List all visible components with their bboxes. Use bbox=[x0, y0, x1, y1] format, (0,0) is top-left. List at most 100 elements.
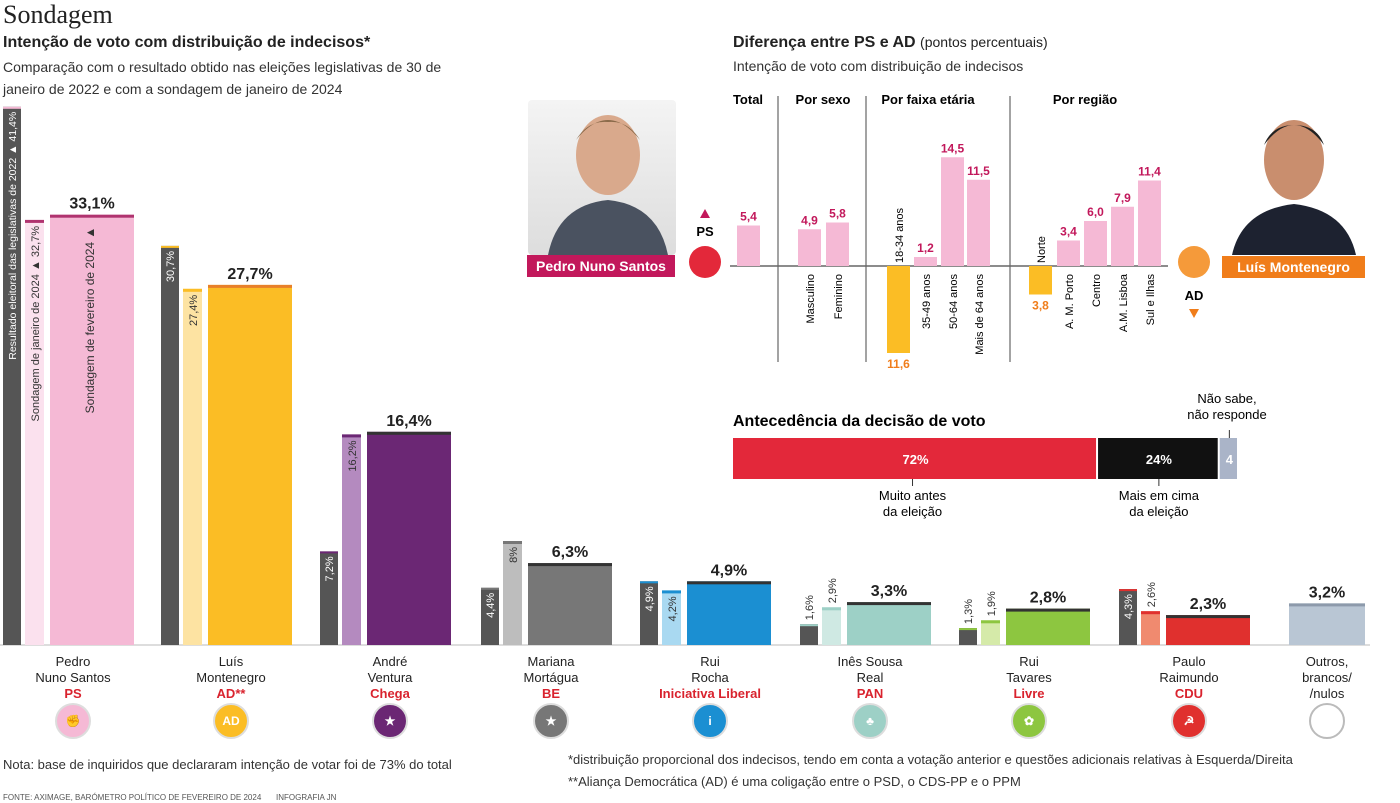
party-name: Chega bbox=[370, 686, 410, 701]
difference-bar bbox=[914, 257, 937, 266]
difference-value: 7,9 bbox=[1114, 191, 1131, 205]
label-2022: 30,7% bbox=[165, 251, 177, 282]
value-label: 16,4% bbox=[386, 413, 431, 430]
bar-feb-2024 bbox=[50, 214, 134, 645]
label-feb-2024: Sondagem de fevereiro de 2024 ▲ bbox=[83, 227, 97, 414]
label-2022: 1,3% bbox=[963, 599, 975, 624]
bar-2022 bbox=[959, 628, 977, 645]
difference-bar bbox=[1029, 266, 1052, 295]
candidate-name-2: brancos/ bbox=[1302, 670, 1352, 685]
bar-jan-2024-cap bbox=[342, 434, 361, 438]
bar-jan-2024-cap bbox=[1141, 611, 1160, 615]
ad-label: AD bbox=[1185, 288, 1204, 303]
party-name: Livre bbox=[1013, 686, 1045, 701]
candidate-name: Paulo bbox=[1172, 654, 1206, 669]
party-name: BE bbox=[541, 686, 561, 701]
party-name: PAN bbox=[856, 686, 884, 701]
label-2022: 4,9% bbox=[644, 586, 656, 611]
bar-jan-2024 bbox=[183, 288, 202, 645]
decision-bar-segment bbox=[1219, 438, 1237, 479]
bar-2022 bbox=[481, 587, 499, 645]
difference-value: 4,9 bbox=[801, 213, 818, 227]
candidate-name-2: Mortágua bbox=[523, 670, 579, 685]
bar-feb-2024 bbox=[1166, 615, 1250, 645]
difference-bar bbox=[887, 266, 910, 353]
be-star-icon: ★ bbox=[533, 703, 569, 739]
candidate-label: Inês Sousa Real PAN bbox=[815, 654, 925, 702]
decision-value: 72% bbox=[903, 452, 929, 467]
value-label: 3,2% bbox=[1309, 584, 1345, 601]
bar-2022-cap bbox=[320, 551, 338, 554]
bar-jan-2024 bbox=[822, 607, 841, 645]
bar-feb-2024 bbox=[367, 431, 451, 645]
chart-title: Intenção de voto com distribuição de ind… bbox=[3, 34, 371, 51]
bar-2022-cap bbox=[161, 245, 179, 248]
cdu-logo-icon: ☭ bbox=[1171, 703, 1207, 739]
decision-label: Não sabe, bbox=[1197, 391, 1256, 406]
bar-feb-2024 bbox=[687, 581, 771, 645]
bar-feb-2024-cap bbox=[1006, 608, 1090, 612]
difference-value: 5,8 bbox=[829, 207, 846, 221]
difference-value: 5,4 bbox=[740, 210, 757, 224]
candidate-name: Luís bbox=[218, 654, 244, 669]
candidate-name: Inês Sousa bbox=[837, 654, 903, 669]
difference-value: 11,5 bbox=[967, 164, 990, 178]
decision-label: da eleição bbox=[883, 504, 942, 519]
note-base: Nota: base de inquiridos que declararam … bbox=[3, 757, 452, 772]
category-label: Norte bbox=[1036, 236, 1048, 263]
candidate-name-2: Raimundo bbox=[1159, 670, 1219, 685]
candidate-name: Rui bbox=[700, 654, 720, 669]
photo-pedro-nuno-santos bbox=[528, 100, 676, 255]
candidate-name: Mariana bbox=[527, 654, 575, 669]
candidate-name: Pedro bbox=[55, 654, 91, 669]
bar-feb-2024-cap bbox=[50, 214, 134, 218]
photo-luis-montenegro bbox=[1222, 100, 1365, 255]
pan-tree-icon: ♣ bbox=[852, 703, 888, 739]
group-header: Por faixa etária bbox=[881, 92, 975, 107]
difference-title: Diferença entre PS e AD (pontos percentu… bbox=[733, 34, 1048, 52]
decision-label: Mais em cima bbox=[1119, 488, 1200, 503]
page-title: Sondagem bbox=[3, 0, 113, 29]
difference-bar bbox=[1057, 240, 1080, 266]
group-header: Total bbox=[733, 92, 763, 107]
party-name: Iniciativa Liberal bbox=[659, 686, 761, 701]
bar-feb-2024-cap bbox=[367, 431, 451, 435]
difference-bar bbox=[798, 229, 821, 266]
decision-title: Antecedência da decisão de voto bbox=[733, 413, 986, 430]
group-header: Por região bbox=[1053, 92, 1117, 107]
label-jan-2024: 4,2% bbox=[667, 596, 679, 621]
difference-value: 1,2 bbox=[917, 241, 934, 255]
label-2022: 1,6% bbox=[804, 595, 816, 620]
bar-feb-2024-cap bbox=[847, 602, 931, 606]
decision-value: 24% bbox=[1146, 452, 1172, 467]
decision-label: não responde bbox=[1187, 407, 1267, 422]
bar-feb-2024 bbox=[847, 602, 931, 645]
fist-rose-icon: ✊ bbox=[55, 703, 91, 739]
category-label: 35-49 anos bbox=[921, 274, 933, 330]
bar-feb-2024-cap bbox=[1289, 603, 1365, 607]
difference-bar bbox=[1111, 206, 1134, 266]
up-arrow-icon bbox=[700, 209, 710, 218]
label-2022: 7,2% bbox=[324, 556, 336, 581]
bar-feb-2024 bbox=[1006, 608, 1090, 645]
difference-value: 11,6 bbox=[887, 357, 910, 371]
source: FONTE: AXIMAGE, BARÓMETRO POLÍTICO DE FE… bbox=[3, 793, 262, 802]
chega-logo-icon: ★ bbox=[372, 703, 408, 739]
label-2022: 4,3% bbox=[1123, 594, 1135, 619]
bar-jan-2024-cap bbox=[503, 541, 522, 544]
bar-2022 bbox=[161, 245, 179, 645]
candidate-name-2: Real bbox=[856, 670, 884, 685]
bar-feb-2024 bbox=[528, 563, 612, 645]
difference-bar bbox=[967, 179, 990, 266]
category-label: Masculino bbox=[805, 274, 817, 324]
label-jan-2024: 16,2% bbox=[347, 440, 359, 471]
decision-bar-segment bbox=[1098, 438, 1218, 479]
bar-jan-2024-cap bbox=[662, 590, 681, 594]
note-asterisk: *distribuição proporcional dos indecisos… bbox=[568, 752, 1293, 767]
group-header: Por sexo bbox=[796, 92, 851, 107]
bar-jan-2024 bbox=[342, 434, 361, 645]
difference-value: 6,0 bbox=[1087, 205, 1104, 219]
difference-bar bbox=[1138, 180, 1161, 266]
